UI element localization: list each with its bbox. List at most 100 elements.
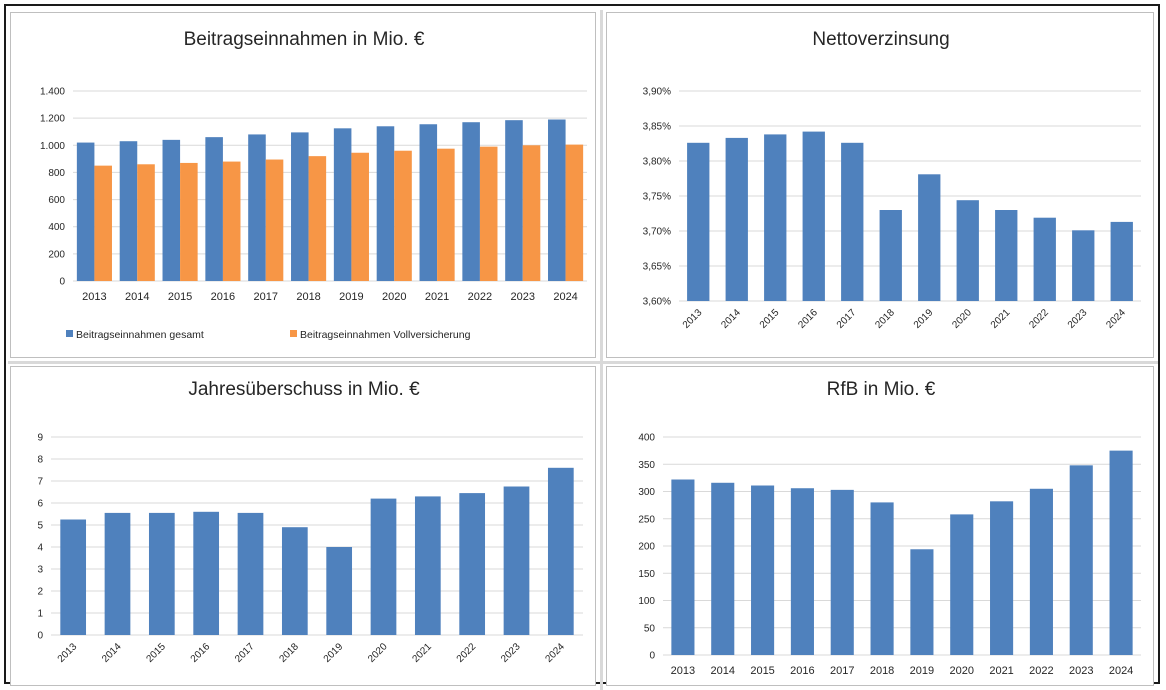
chart-panel-nettoverzinsung: Nettoverzinsung 3,60% 3,65% 3,70% 3,75% 3,80…: [606, 12, 1154, 358]
x-axis: 2013 2014 2015 2016 2017 2018 2019 2020 2021 2022…: [56, 641, 567, 665]
bar: [333, 128, 352, 281]
bar: [351, 152, 369, 281]
y-tick-label: 400: [638, 433, 655, 444]
x-tick-label: 2019: [339, 291, 363, 303]
bar: [205, 137, 223, 281]
x-axis: 2013 2014 2015 2016 2017 2018 2019 2020 2021 2022…: [681, 307, 1128, 331]
bar: [1029, 488, 1053, 655]
chart-panel-jahresueberschuss: Jahresüberschuss in Mio. € 0 1 2 3 4 5 6 7 8 9 20…: [10, 366, 596, 686]
x-tick-label: 2019: [322, 641, 346, 665]
x-tick-label: 2014: [719, 307, 743, 331]
y-tick-label: 150: [638, 569, 655, 580]
y-tick-label: 6: [37, 499, 43, 510]
legend-label-vollversicherung: Beitragseinnahmen Vollversicherung: [300, 329, 471, 341]
x-tick-label: 2014: [100, 641, 124, 665]
bar: [1110, 221, 1133, 301]
x-tick-label: 2016: [211, 291, 235, 303]
bar: [918, 174, 941, 301]
beitragseinnahmen-chart: Beitragseinnahmen in Mio. € 0 200 400 600 80…: [40, 29, 587, 341]
x-tick-label: 2021: [410, 641, 434, 665]
y-tick-label: 250: [638, 514, 655, 525]
bar: [459, 493, 486, 635]
x-tick-label: 2019: [912, 307, 936, 331]
y-tick-label: 9: [37, 433, 43, 444]
x-tick-label: 2015: [758, 307, 782, 331]
y-tick-label: 3,90%: [643, 87, 671, 98]
bar: [394, 150, 412, 281]
y-tick-label: 350: [638, 460, 655, 471]
x-tick-label: 2013: [671, 665, 695, 677]
panel-divider-horizontal: [8, 361, 1158, 364]
bar: [308, 156, 327, 281]
y-tick-label: 800: [48, 168, 65, 179]
bar: [1109, 450, 1133, 655]
bar: [687, 142, 710, 301]
bar: [222, 161, 241, 281]
x-tick-label: 2019: [910, 665, 934, 677]
y-tick-label: 1: [37, 609, 43, 620]
y-tick-label: 3: [37, 565, 43, 576]
x-tick-label: 2023: [1066, 307, 1090, 331]
x-axis: 2013 2014 2015 2016 2017 2018 2019 2020 2021 2022…: [671, 665, 1134, 677]
y-tick-label: 1.000: [40, 141, 65, 152]
x-tick-label: 2017: [254, 291, 278, 303]
x-tick-label: 2023: [499, 641, 523, 665]
chart-title: Jahresüberschuss in Mio. €: [188, 379, 420, 400]
bar: [326, 547, 353, 635]
x-tick-label: 2013: [82, 291, 106, 303]
x-tick-label: 2021: [989, 307, 1013, 331]
bar: [995, 210, 1018, 301]
bar: [956, 200, 979, 301]
bar: [1033, 217, 1056, 301]
bar: [751, 485, 775, 655]
panel-divider-vertical: [600, 10, 603, 690]
bar: [104, 512, 131, 635]
chart-panel-beitragseinnahmen: Beitragseinnahmen in Mio. € 0 200 400 600 80…: [10, 12, 596, 358]
bar: [370, 498, 397, 635]
x-tick-label: 2017: [830, 665, 854, 677]
x-tick-label: 2018: [870, 665, 894, 677]
x-axis: 2013 2014 2015 2016 2017 2018 2019 2020 2021 2022…: [82, 291, 578, 303]
nettoverzinsung-chart: Nettoverzinsung 3,60% 3,65% 3,70% 3,75% 3,80…: [643, 29, 1141, 331]
y-tick-label: 0: [37, 631, 43, 642]
bar: [94, 165, 112, 281]
x-tick-label: 2015: [144, 641, 168, 665]
y-tick-label: 0: [59, 277, 65, 288]
bar: [180, 162, 198, 281]
y-tick-label: 3,80%: [643, 157, 671, 168]
y-tick-label: 3,70%: [643, 227, 671, 238]
bar: [505, 120, 523, 281]
y-tick-label: 50: [644, 623, 656, 634]
bar: [119, 141, 138, 281]
x-tick-label: 2024: [543, 641, 567, 665]
x-tick-label: 2018: [277, 641, 301, 665]
y-tick-label: 0: [649, 651, 655, 662]
x-tick-label: 2020: [382, 291, 406, 303]
x-tick-label: 2022: [455, 641, 479, 665]
bar: [281, 527, 308, 635]
bar: [802, 131, 825, 301]
x-tick-label: 2014: [125, 291, 149, 303]
y-tick-label: 3,85%: [643, 122, 671, 133]
x-tick-label: 2024: [1109, 665, 1133, 677]
bar: [76, 142, 95, 281]
y-tick-label: 2: [37, 587, 43, 598]
x-tick-label: 2023: [1069, 665, 1093, 677]
bar: [1072, 230, 1095, 301]
bar: [1069, 465, 1093, 655]
bar: [725, 137, 748, 301]
x-tick-label: 2013: [681, 307, 705, 331]
chart-title: RfB in Mio. €: [827, 379, 936, 400]
bar: [248, 134, 266, 281]
x-tick-label: 2020: [366, 641, 390, 665]
bar: [790, 488, 814, 655]
y-tick-label: 3,60%: [643, 297, 671, 308]
bar: [162, 139, 181, 281]
x-tick-label: 2015: [168, 291, 192, 303]
legend-swatch-vollversicherung: [290, 330, 297, 337]
x-tick-label: 2016: [189, 641, 213, 665]
bar: [522, 145, 541, 281]
bar: [148, 512, 175, 635]
bar: [437, 148, 455, 281]
y-tick-label: 3,65%: [643, 262, 671, 273]
